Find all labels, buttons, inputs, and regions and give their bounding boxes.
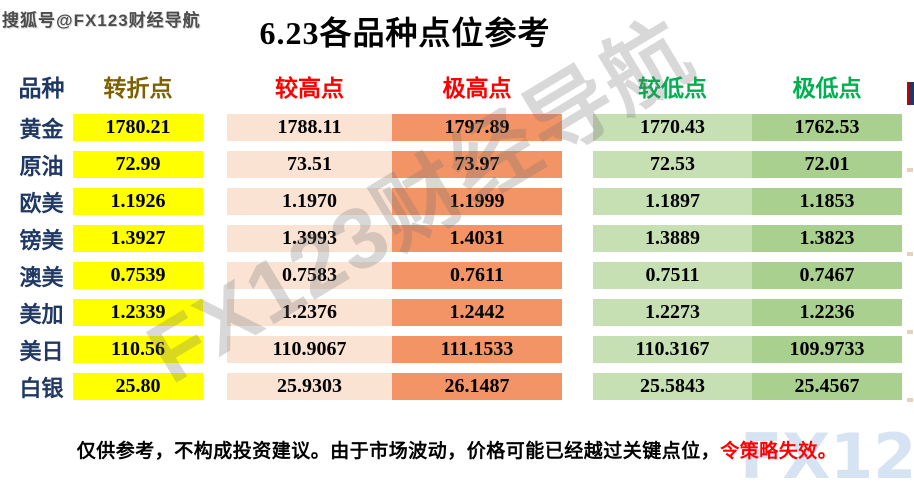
- cell-higher: 25.9303: [227, 373, 392, 400]
- clipped-column-sliver: [907, 398, 913, 402]
- column-header-instrument: 品种: [18, 76, 65, 101]
- cell-lower: 25.5843: [593, 373, 752, 400]
- cell-extreme-high: 1.1999: [392, 188, 562, 215]
- clipped-column-sliver: [907, 330, 913, 334]
- cell-lower: 110.3167: [593, 336, 752, 363]
- row-label: 原油: [19, 153, 64, 179]
- price-levels-table: 品种 转折点 较高点 极高点 较低点 极低点 黄金 1780.21 1788.1…: [10, 68, 902, 401]
- cell-extreme-high: 73.97: [392, 151, 562, 178]
- cell-extreme-low: 109.9733: [752, 336, 902, 363]
- row-label: 镑美: [19, 227, 64, 253]
- column-header-extreme-low: 极低点: [792, 76, 862, 101]
- cell-higher: 73.51: [227, 151, 392, 178]
- cell-lower: 0.7511: [593, 262, 752, 289]
- cell-extreme-low: 0.7467: [752, 262, 902, 289]
- column-header-extreme-high: 极高点: [442, 76, 512, 101]
- cell-higher: 1.1970: [227, 188, 392, 215]
- cell-lower: 1770.43: [593, 114, 752, 141]
- cell-extreme-high: 1.4031: [392, 225, 562, 252]
- clipped-column-sliver: [907, 82, 914, 105]
- disclaimer-warning: 令策略失效。: [720, 441, 838, 462]
- cell-higher: 110.9067: [227, 336, 392, 363]
- cell-extreme-high: 1797.89: [392, 114, 562, 141]
- cell-extreme-low: 72.01: [752, 151, 902, 178]
- cell-extreme-high: 26.1487: [392, 373, 562, 400]
- row-label: 美日: [19, 338, 64, 364]
- cell-extreme-high: 0.7611: [392, 262, 562, 289]
- clipped-column-sliver: [907, 168, 913, 172]
- cell-lower: 72.53: [593, 151, 752, 178]
- clipped-column-sliver: [907, 252, 913, 256]
- cell-higher: 1788.11: [227, 114, 392, 141]
- sohu-account-watermark: 搜狐号@FX123财经导航: [2, 11, 201, 30]
- row-label: 美加: [19, 301, 64, 327]
- cell-extreme-high: 111.1533: [392, 336, 562, 363]
- cell-extreme-high: 1.2442: [392, 299, 562, 326]
- cell-pivot: 25.80: [73, 373, 203, 400]
- column-header-lower: 较低点: [638, 76, 707, 101]
- row-label: 白银: [19, 375, 64, 401]
- page-title: 6.23各品种点位参考: [259, 15, 551, 51]
- cell-pivot: 1.2339: [73, 299, 203, 326]
- cell-pivot: 1.1926: [73, 188, 203, 215]
- disclaimer: 仅供参考，不构成投资建议。由于市场波动，价格可能已经越过关键点位，令策略失效。: [0, 436, 914, 463]
- disclaimer-text: 仅供参考，不构成投资建议。由于市场波动，价格可能已经越过关键点位，: [76, 441, 721, 462]
- cell-lower: 1.2273: [593, 299, 752, 326]
- cell-pivot: 0.7539: [73, 262, 203, 289]
- cell-pivot: 72.99: [73, 151, 203, 178]
- cell-pivot: 1.3927: [73, 225, 203, 252]
- cell-extreme-low: 1762.53: [752, 114, 902, 141]
- cell-higher: 0.7583: [227, 262, 392, 289]
- cell-higher: 1.3993: [227, 225, 392, 252]
- cell-extreme-low: 1.2236: [752, 299, 902, 326]
- cell-extreme-low: 25.4567: [752, 373, 902, 400]
- cell-extreme-low: 1.3823: [752, 225, 902, 252]
- bottom-right-brand-watermark: FX123: [740, 420, 914, 493]
- column-header-higher: 较高点: [275, 76, 344, 101]
- row-label: 欧美: [19, 190, 64, 216]
- column-header-pivot: 转折点: [103, 76, 173, 101]
- cell-extreme-low: 1.1853: [752, 188, 902, 215]
- row-label: 澳美: [19, 264, 64, 290]
- cell-higher: 1.2376: [227, 299, 392, 326]
- cell-pivot: 1780.21: [73, 114, 203, 141]
- cell-lower: 1.3889: [593, 225, 752, 252]
- cell-lower: 1.1897: [593, 188, 752, 215]
- row-label: 黄金: [19, 116, 64, 142]
- cell-pivot: 110.56: [73, 336, 203, 363]
